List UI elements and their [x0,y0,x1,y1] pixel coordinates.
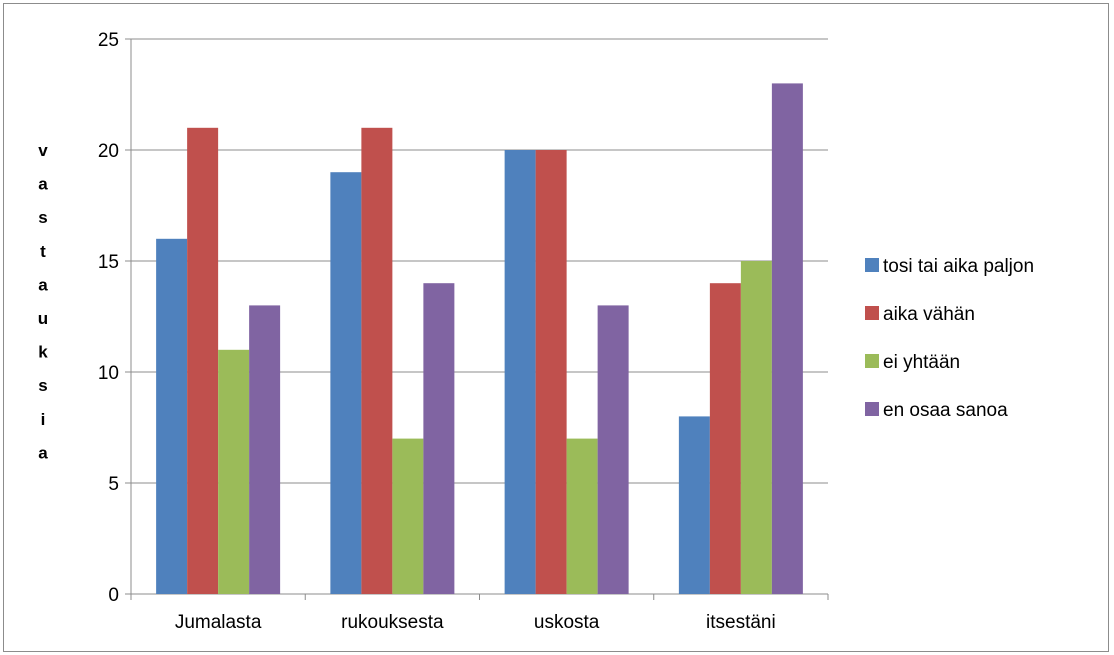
y-axis-label-letter: i [41,410,46,429]
y-tick-label: 5 [108,474,119,495]
bar [504,150,536,594]
x-category-label: rukouksesta [341,612,444,633]
y-axis-label-letter: u [38,309,48,328]
x-category-labels: Jumalasta rukouksesta uskosta itsestäni [175,612,776,633]
y-tick-label: 15 [98,252,119,273]
bar [771,83,803,595]
bars [156,83,803,595]
y-axis-label-letter: k [38,343,48,362]
y-tick-label: 0 [108,585,119,606]
legend-swatch [865,306,879,320]
legend-swatch [865,354,879,368]
y-tick-labels: 0 5 10 15 20 25 [98,30,119,606]
x-category-label: uskosta [534,612,600,633]
legend-swatch [865,258,879,272]
bar [218,349,250,594]
y-tick-label: 20 [98,141,119,162]
y-axis-label-letter: t [40,242,46,261]
y-tick-label: 25 [98,30,119,51]
x-category-label: itsestäni [706,612,776,633]
chart-frame: 0 5 10 15 20 25 Jumalasta rukouksesta uskosta it… [3,3,1109,652]
bar [678,416,710,594]
bar [330,172,362,594]
bar [709,283,741,594]
bar [423,283,455,594]
legend-label: en osaa sanoa [883,400,1008,421]
y-axis-label-letter: a [38,275,48,294]
bar [249,305,281,594]
bar [187,127,219,595]
legend-label: aika vähän [883,304,975,325]
legend: tosi tai aika paljon aika vähän ei yhtään e… [865,256,1034,421]
bar [740,261,772,594]
bar [156,238,188,595]
y-axis-label-letter: a [38,175,48,194]
y-axis-label-letter: a [38,443,48,462]
legend-label: ei yhtään [883,352,960,373]
bar [597,305,629,594]
x-category-label: Jumalasta [175,612,262,633]
bar [361,127,393,595]
y-axis-label-letter: s [38,208,47,227]
legend-swatch [865,402,879,416]
bar [566,438,598,594]
y-tick-label: 10 [98,363,119,384]
bar [392,438,424,594]
y-axis-label-letter: s [38,376,47,395]
bar [535,150,567,594]
y-axis-label-letter: v [38,141,48,160]
legend-label: tosi tai aika paljon [883,256,1034,277]
